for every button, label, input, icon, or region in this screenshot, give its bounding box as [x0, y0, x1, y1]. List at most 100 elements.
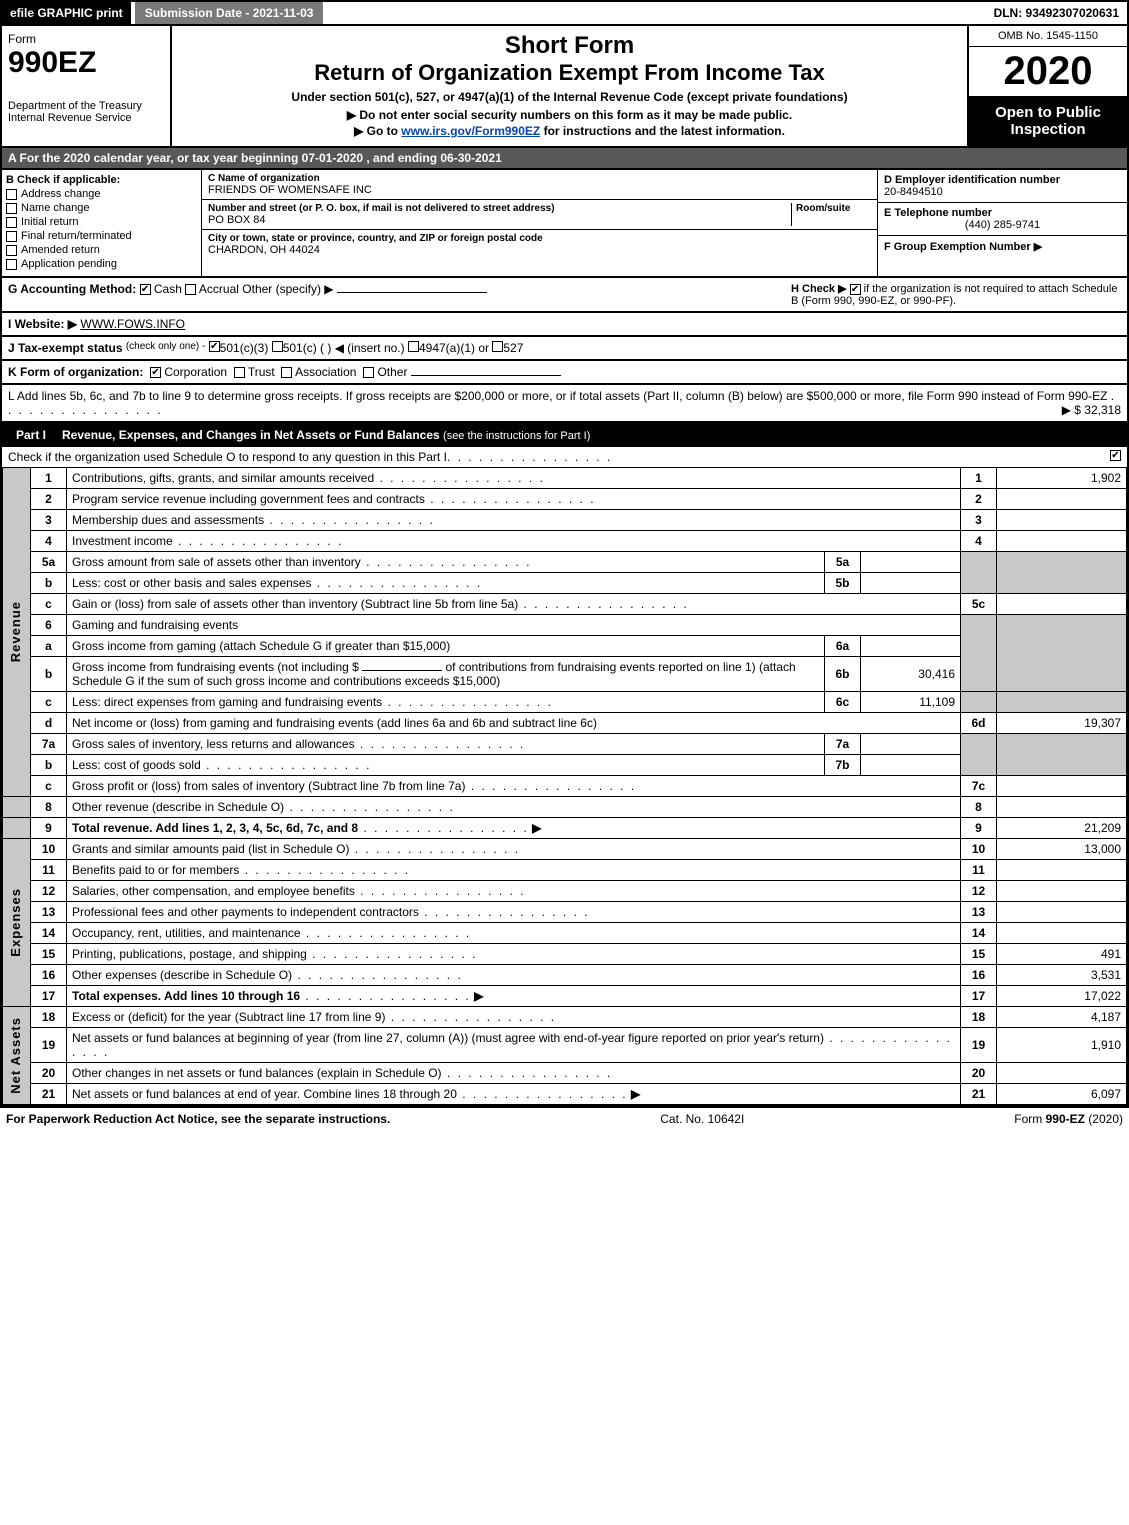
line-num: b	[31, 573, 67, 594]
cb-schedule-o[interactable]	[1110, 450, 1121, 461]
row-13: 13 Professional fees and other payments …	[3, 902, 1127, 923]
cb-final-return[interactable]: Final return/terminated	[6, 230, 197, 242]
cb-527[interactable]	[492, 341, 503, 352]
mini-val: 30,416	[861, 657, 961, 692]
cb-label: Final return/terminated	[21, 230, 132, 242]
org-name-label: C Name of organization	[208, 173, 871, 184]
return-title: Return of Organization Exempt From Incom…	[178, 60, 961, 86]
right-num-grey	[961, 615, 997, 692]
line-num: 6	[31, 615, 67, 636]
k-other-field[interactable]	[411, 375, 561, 376]
cb-schedule-b[interactable]	[850, 284, 861, 295]
cb-label: Name change	[21, 202, 90, 214]
cb-label: Initial return	[21, 216, 78, 228]
right-num: 13	[961, 902, 997, 923]
footer-form-num: 990-EZ	[1046, 1112, 1085, 1126]
h-label: H Check ▶	[791, 283, 847, 295]
row-9: 9 Total revenue. Add lines 1, 2, 3, 4, 5…	[3, 818, 1127, 839]
right-val: 13,000	[997, 839, 1127, 860]
line-num: 5a	[31, 552, 67, 573]
group-exemption-row: F Group Exemption Number ▶	[878, 236, 1127, 257]
other-specify-field[interactable]	[337, 292, 487, 293]
department: Department of the Treasury Internal Reve…	[8, 100, 164, 124]
under-section: Under section 501(c), 527, or 4947(a)(1)…	[178, 90, 961, 104]
k-trust: Trust	[248, 365, 275, 379]
line-text: Other revenue (describe in Schedule O)	[67, 797, 961, 818]
cb-amended-return[interactable]: Amended return	[6, 244, 197, 256]
cb-cash[interactable]	[140, 284, 151, 295]
part-1-checkline: Check if the organization used Schedule …	[2, 447, 1127, 467]
efile-label[interactable]: efile GRAPHIC print	[2, 2, 131, 24]
line-num: 20	[31, 1063, 67, 1084]
cb-4947[interactable]	[408, 341, 419, 352]
line-num: 17	[31, 986, 67, 1007]
right-val: 4,187	[997, 1007, 1127, 1028]
top-bar: efile GRAPHIC print Submission Date - 20…	[0, 0, 1129, 26]
cb-trust[interactable]	[234, 367, 245, 378]
netassets-side-label: Net Assets	[3, 1007, 31, 1105]
ein-value: 20-8494510	[884, 186, 1121, 198]
line-text: Less: cost of goods sold	[67, 755, 825, 776]
cb-501c[interactable]	[272, 341, 283, 352]
g-accrual: Accrual	[199, 282, 239, 296]
row-10: Expenses 10 Grants and similar amounts p…	[3, 839, 1127, 860]
line-num: 4	[31, 531, 67, 552]
row-17: 17 Total expenses. Add lines 10 through …	[3, 986, 1127, 1007]
cb-application-pending[interactable]: Application pending	[6, 258, 197, 270]
mini-val: 11,109	[861, 692, 961, 713]
line-num: 10	[31, 839, 67, 860]
open-public: Open to Public Inspection	[969, 96, 1127, 146]
row-12: 12 Salaries, other compensation, and emp…	[3, 881, 1127, 902]
tax-year: 2020	[969, 47, 1127, 96]
check-o-text: Check if the organization used Schedule …	[8, 450, 447, 464]
tel-label: E Telephone number	[884, 207, 1121, 219]
cb-accrual[interactable]	[185, 284, 196, 295]
line-text: Other expenses (describe in Schedule O)	[67, 965, 961, 986]
line-text: Net assets or fund balances at end of ye…	[67, 1084, 961, 1105]
line-text: Gross income from fundraising events (no…	[67, 657, 825, 692]
cb-address-change[interactable]: Address change	[6, 188, 197, 200]
cb-label: Amended return	[21, 244, 100, 256]
checkbox-icon[interactable]	[6, 245, 17, 256]
city-row: City or town, state or province, country…	[202, 230, 877, 259]
checkbox-icon[interactable]	[6, 231, 17, 242]
part-1-table: Revenue 1 Contributions, gifts, grants, …	[2, 467, 1127, 1105]
j-opt2: 501(c) ( ) ◀ (insert no.)	[283, 341, 405, 355]
cb-501c3[interactable]	[209, 341, 220, 352]
blank-field[interactable]	[362, 670, 442, 671]
footer-form-year: (2020)	[1085, 1112, 1123, 1126]
line-num: d	[31, 713, 67, 734]
line-text: Less: cost or other basis and sales expe…	[67, 573, 825, 594]
line-num: b	[31, 755, 67, 776]
checkbox-icon[interactable]	[6, 259, 17, 270]
row-a-tax-year: A For the 2020 calendar year, or tax yea…	[0, 148, 1129, 170]
cb-other[interactable]	[363, 367, 374, 378]
line-num: c	[31, 594, 67, 615]
checkbox-icon[interactable]	[6, 189, 17, 200]
line-num: 3	[31, 510, 67, 531]
cb-corporation[interactable]	[150, 367, 161, 378]
right-val: 19,307	[997, 713, 1127, 734]
org-name: FRIENDS OF WOMENSAFE INC	[208, 184, 871, 196]
line-num: 1	[31, 468, 67, 489]
line-text: Total expenses. Add lines 10 through 16 …	[67, 986, 961, 1007]
checkbox-icon[interactable]	[6, 203, 17, 214]
cb-association[interactable]	[281, 367, 292, 378]
spacer	[3, 797, 31, 818]
revenue-side-label: Revenue	[3, 468, 31, 797]
form-header: Form 990EZ Department of the Treasury In…	[0, 26, 1129, 148]
irs-link[interactable]: www.irs.gov/Form990EZ	[401, 124, 540, 138]
website-value[interactable]: WWW.FOWS.INFO	[80, 317, 185, 331]
mini-num: 6b	[825, 657, 861, 692]
line-text: Gross profit or (loss) from sales of inv…	[67, 776, 961, 797]
line-text: Program service revenue including govern…	[67, 489, 961, 510]
room-label: Room/suite	[796, 203, 871, 214]
line-text: Total revenue. Add lines 1, 2, 3, 4, 5c,…	[67, 818, 961, 839]
mini-val	[861, 552, 961, 573]
checkbox-icon[interactable]	[6, 217, 17, 228]
row-20: 20 Other changes in net assets or fund b…	[3, 1063, 1127, 1084]
city-label: City or town, state or province, country…	[208, 233, 871, 244]
cb-initial-return[interactable]: Initial return	[6, 216, 197, 228]
cb-name-change[interactable]: Name change	[6, 202, 197, 214]
footer-cat: Cat. No. 10642I	[660, 1112, 744, 1126]
